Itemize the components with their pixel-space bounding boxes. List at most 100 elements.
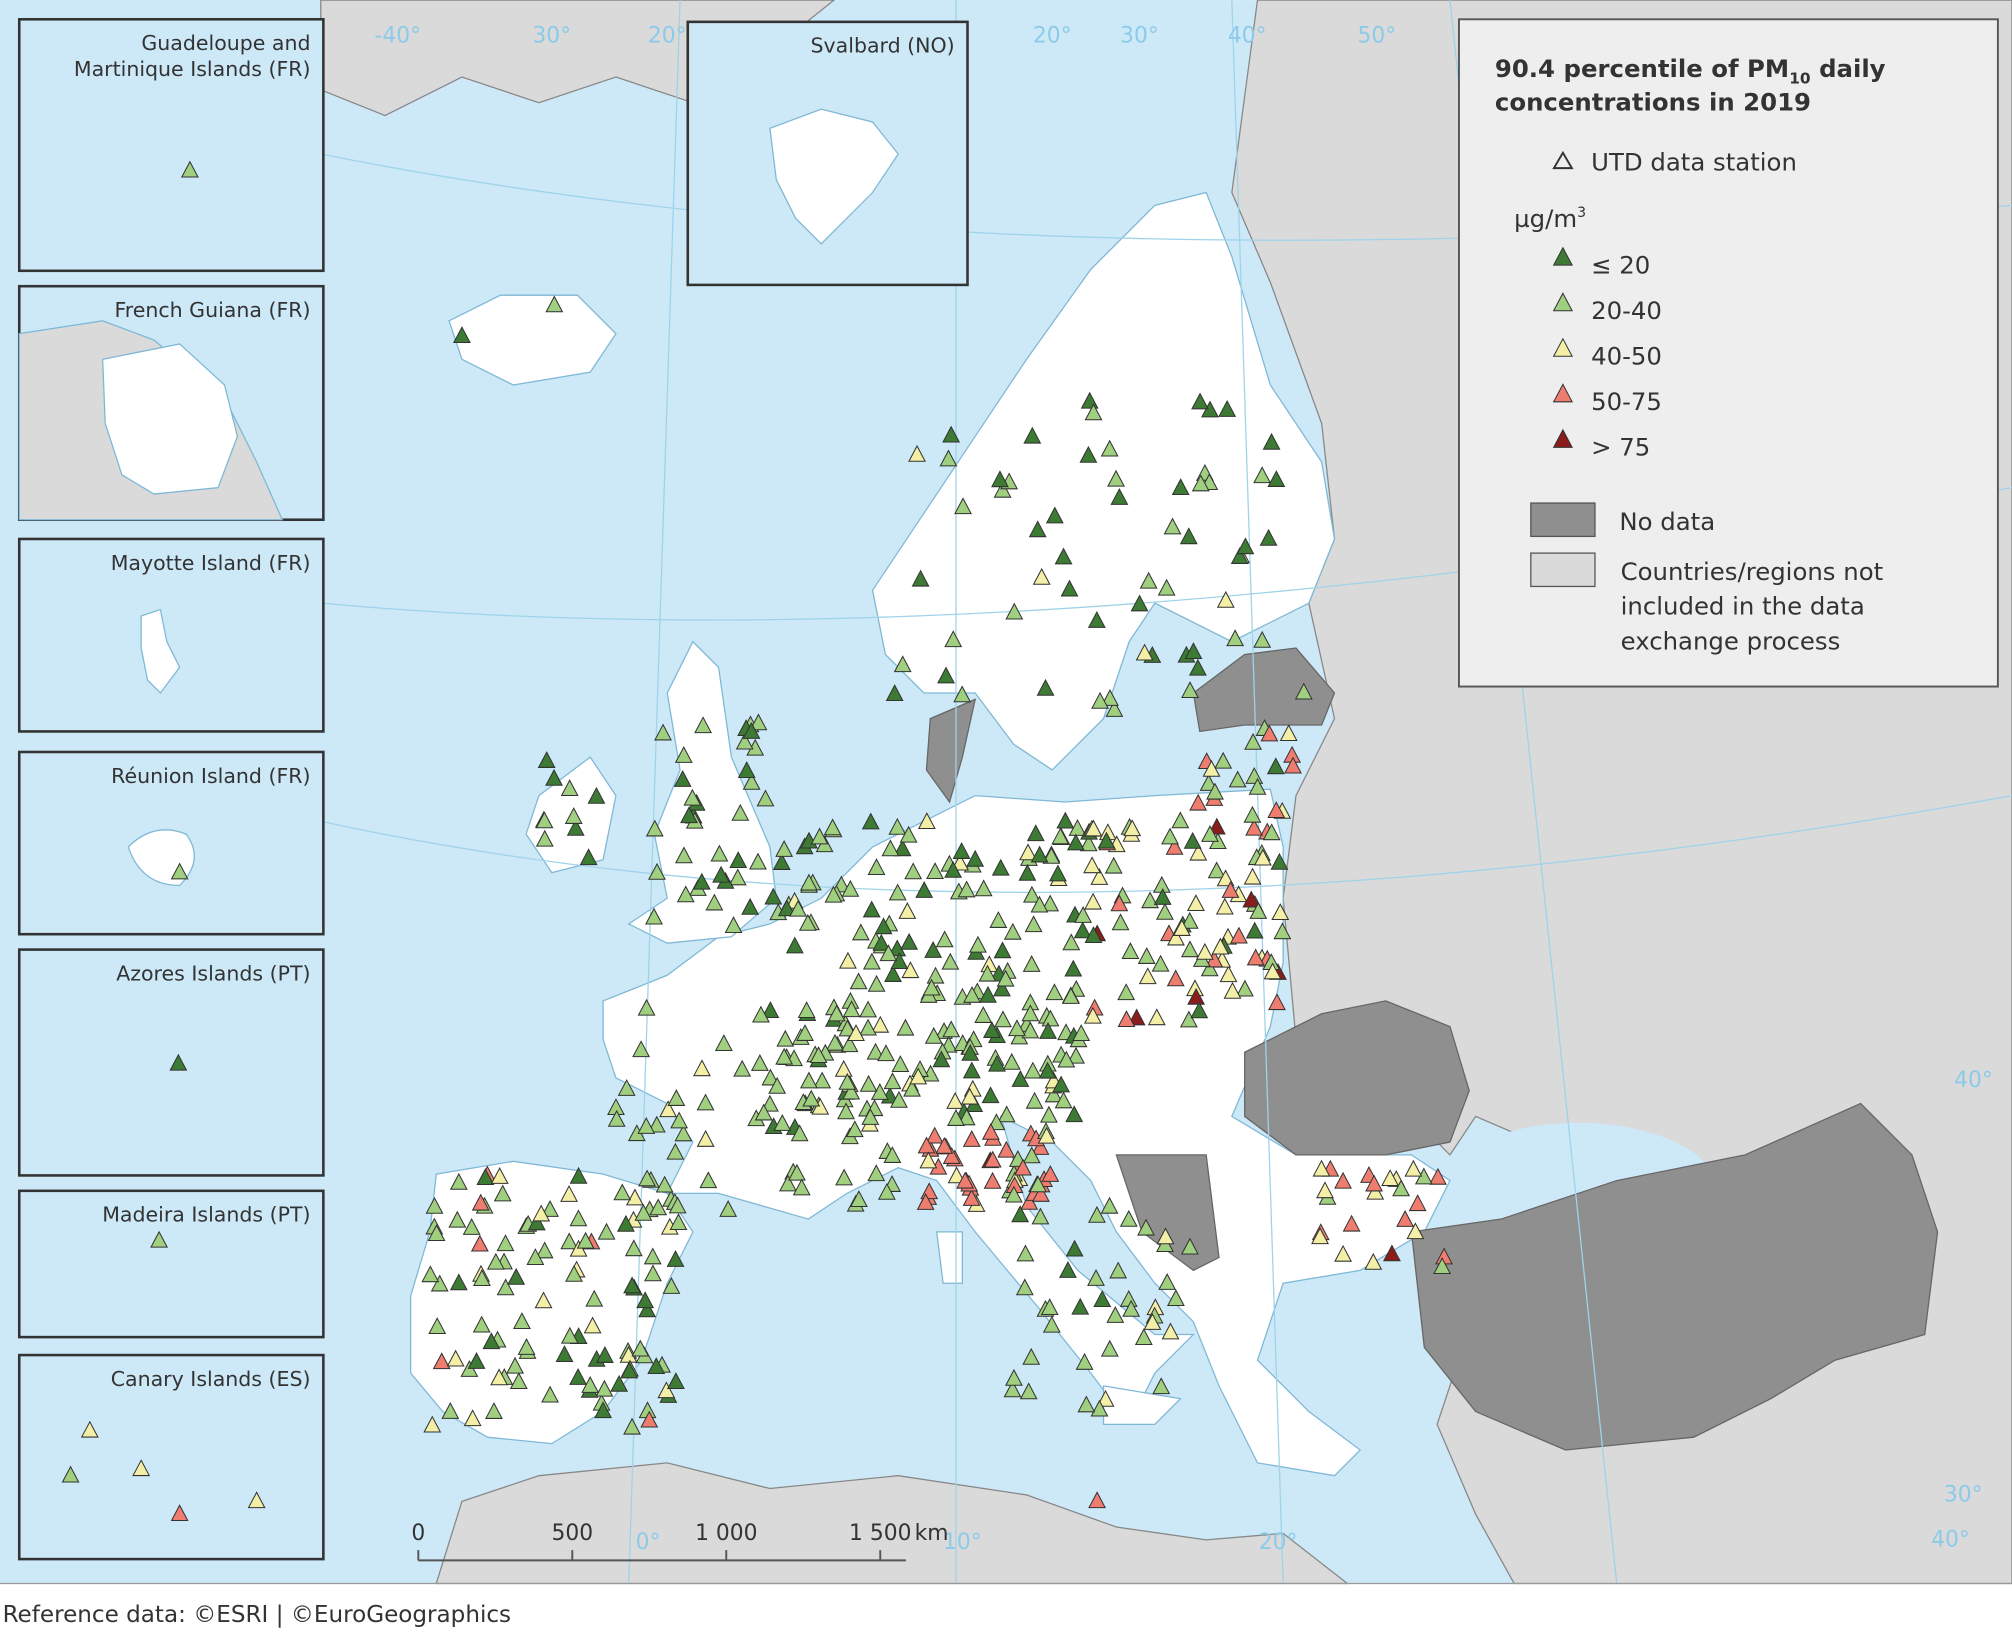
station (535, 811, 554, 829)
station (915, 881, 934, 898)
station (749, 852, 767, 870)
station (891, 1055, 910, 1072)
station (991, 858, 1010, 876)
graticule-label: 10° (943, 1530, 982, 1555)
station (441, 1402, 460, 1419)
station (942, 425, 961, 443)
station (760, 1094, 779, 1112)
station (1031, 1207, 1050, 1225)
station (620, 1361, 639, 1379)
station (623, 1417, 641, 1435)
station (645, 819, 664, 837)
station (983, 1150, 1002, 1168)
station (1186, 894, 1205, 912)
graticule-label: 20° (1259, 1530, 1298, 1555)
station (1223, 981, 1242, 999)
station (1316, 1181, 1334, 1199)
station (883, 1072, 902, 1090)
station (752, 1005, 770, 1023)
inset-land (101, 343, 239, 495)
station (1200, 959, 1219, 977)
station (779, 1174, 797, 1192)
station (507, 1267, 526, 1285)
station (838, 1072, 857, 1090)
station (785, 936, 804, 954)
station (585, 1289, 604, 1307)
graticule-label: 40° (1931, 1527, 1970, 1552)
station (737, 761, 756, 778)
station (750, 1054, 769, 1071)
station (1088, 1491, 1107, 1509)
station (1156, 1227, 1175, 1245)
station (1334, 1244, 1353, 1262)
station (463, 1409, 482, 1427)
station (453, 326, 471, 344)
station (659, 1100, 678, 1118)
station (847, 1024, 865, 1042)
legend-station: UTD data station (1591, 148, 1797, 177)
station (1312, 1159, 1331, 1177)
inset-frame (17, 18, 325, 273)
legend-class-label: > 75 (1591, 433, 1650, 462)
station (569, 1209, 588, 1227)
station (935, 1136, 954, 1154)
station (1041, 894, 1060, 912)
station (1243, 867, 1262, 885)
station (696, 1093, 715, 1111)
not-included-swatch (1530, 552, 1596, 588)
station (761, 1068, 780, 1086)
station (1110, 488, 1129, 505)
station (944, 630, 963, 648)
station (1181, 681, 1199, 699)
station (1270, 852, 1289, 870)
station (1216, 590, 1235, 608)
station (810, 827, 829, 845)
station (1268, 993, 1286, 1011)
station (472, 1269, 491, 1286)
station (1019, 1382, 1038, 1400)
station (861, 812, 880, 830)
station (449, 1273, 468, 1291)
station (838, 951, 857, 969)
unit-text: µg/m (1514, 204, 1577, 233)
station (1117, 1010, 1136, 1028)
station (1097, 831, 1116, 849)
inset-station (61, 1465, 80, 1483)
station (1041, 1165, 1060, 1182)
station (1077, 1395, 1096, 1413)
station (1054, 547, 1073, 565)
legend-symbol (1552, 383, 1573, 403)
station (1028, 520, 1047, 538)
station (1025, 1091, 1044, 1109)
station (1087, 610, 1106, 628)
footer: Reference data: ©ESRI | ©EuroGeographics (3, 1602, 512, 1628)
station (777, 899, 796, 917)
station (797, 1001, 816, 1019)
station (560, 1232, 579, 1250)
station (699, 1171, 718, 1189)
station (432, 1352, 451, 1370)
station (924, 940, 943, 958)
station (1105, 700, 1124, 717)
station (901, 961, 920, 979)
station (1123, 819, 1142, 837)
station (1161, 1322, 1180, 1340)
graticule-label: 30° (532, 23, 571, 48)
station (674, 1124, 693, 1142)
station (1189, 793, 1208, 811)
inset-label: Réunion Island (FR) (111, 764, 310, 788)
station (792, 1178, 811, 1196)
station (988, 1054, 1006, 1072)
station (1187, 987, 1206, 1005)
station (1022, 954, 1041, 972)
station (1057, 1050, 1076, 1068)
station (1195, 942, 1214, 960)
station (1036, 678, 1055, 696)
station (924, 1026, 943, 1044)
station (560, 779, 579, 797)
station (490, 1167, 509, 1184)
station (978, 964, 997, 982)
station (1083, 856, 1101, 874)
station (673, 770, 692, 787)
